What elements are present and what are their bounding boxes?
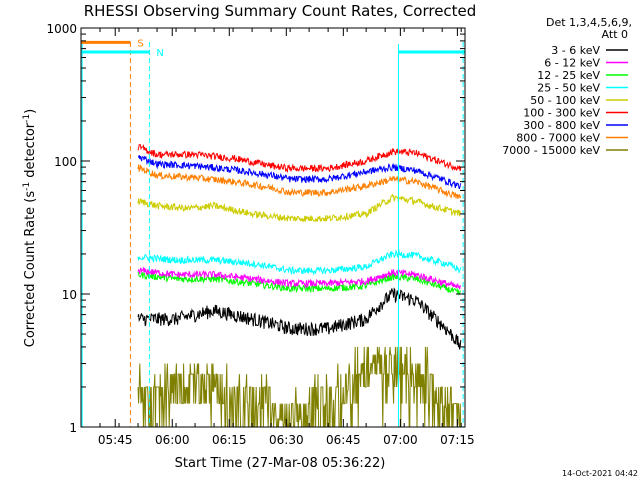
legend-header-line-2: Att 0 xyxy=(602,28,628,41)
legend-label-4: 50 - 100 keV xyxy=(530,94,600,107)
legend-label-1: 6 - 12 keV xyxy=(544,57,600,70)
x-axis-label: Start Time (27-Mar-08 05:36:22) xyxy=(175,456,386,471)
series-line-0 xyxy=(137,287,462,350)
plot-frame xyxy=(80,27,466,428)
series-line-7 xyxy=(137,164,462,199)
legend-label-7: 800 - 7000 keV xyxy=(516,132,600,145)
legend-label-6: 300 - 800 keV xyxy=(523,119,600,132)
x-tick-label-4: 06:45 xyxy=(326,433,361,447)
y-tick-label-0: 1 xyxy=(69,421,77,435)
series-line-5 xyxy=(137,144,462,173)
flag-label-0: S xyxy=(137,38,143,49)
legend-label-3: 25 - 50 keV xyxy=(537,82,600,95)
series-line-4 xyxy=(137,193,461,223)
series-line-8 xyxy=(137,346,462,427)
x-tick-label-5: 07:00 xyxy=(383,433,418,447)
timestamp: 14-Oct-2021 04:42 xyxy=(562,469,638,478)
series-line-3 xyxy=(137,249,462,276)
series-line-1 xyxy=(137,266,462,290)
legend-label-0: 3 - 6 keV xyxy=(551,44,600,57)
legend-label-2: 12 - 25 keV xyxy=(537,69,600,82)
y-tick-label-1: 10 xyxy=(62,288,77,302)
legend-label-5: 100 - 300 keV xyxy=(523,107,600,120)
x-tick-label-0: 05:45 xyxy=(98,433,133,447)
x-tick-label-6: 07:15 xyxy=(440,433,475,447)
chart-title: RHESSI Observing Summary Count Rates, Co… xyxy=(84,2,477,20)
series-line-2 xyxy=(137,270,462,297)
x-tick-label-3: 06:30 xyxy=(269,433,304,447)
y-tick-label-3: 1000 xyxy=(46,22,77,36)
x-tick-label-2: 06:15 xyxy=(212,433,247,447)
x-tick-label-1: 06:00 xyxy=(155,433,190,447)
legend-label-8: 7000 - 15000 keV xyxy=(502,144,600,157)
y-tick-label-2: 100 xyxy=(54,155,77,169)
y-axis-label: Corrected Count Rate (s-1 detector-1) xyxy=(22,109,38,347)
series-line-6 xyxy=(137,154,462,190)
legend-header-line-1: Det 1,3,4,5,6,9, xyxy=(546,16,632,29)
flag-label-1: N xyxy=(156,48,163,59)
